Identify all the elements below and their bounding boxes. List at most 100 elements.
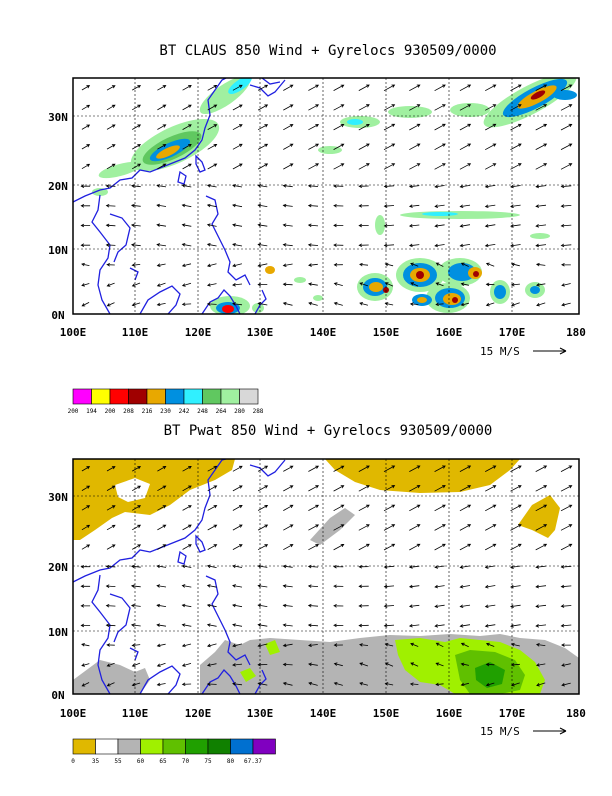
wind-arrow	[81, 544, 91, 550]
wind-arrow	[81, 485, 91, 491]
wind-arrow	[384, 682, 394, 686]
wind-arrow	[257, 243, 268, 247]
wind-arrow	[232, 243, 243, 247]
wind-arrow	[435, 302, 444, 307]
wind-arrow	[333, 263, 343, 267]
wind-arrow	[206, 283, 217, 287]
wind-arrow	[81, 643, 90, 647]
wind-arrow	[408, 184, 420, 189]
wind-arrow	[510, 604, 521, 608]
wind-arrow	[282, 203, 293, 208]
colorbar-label: 80	[227, 758, 235, 765]
wind-arrow	[333, 282, 343, 286]
wind-arrow	[282, 681, 293, 686]
wind-arrow	[408, 243, 420, 248]
wind-arrow	[257, 544, 269, 551]
wind-arrow	[510, 262, 520, 267]
wind-arrow	[81, 124, 91, 130]
lat-label-30n: 30N	[48, 491, 68, 504]
wind-arrow	[106, 302, 115, 307]
wind-arrow	[333, 203, 344, 208]
wind-arrow	[510, 485, 522, 492]
wind-arrow	[283, 104, 294, 111]
wind-arrow	[358, 524, 370, 531]
wind-arrow	[560, 504, 573, 512]
wind-arrow	[181, 603, 192, 608]
wind-arrow	[560, 485, 573, 492]
wind-arrow	[560, 465, 573, 472]
wind-arrow	[561, 682, 571, 687]
wind-arrow	[157, 485, 167, 492]
lon-label: 110E	[122, 707, 149, 720]
wind-arrow	[410, 642, 419, 647]
wind-arrow	[358, 163, 370, 170]
wind-arrow	[384, 282, 394, 287]
wind-arrow	[106, 466, 116, 472]
wind-arrow	[207, 104, 218, 111]
coastline	[73, 78, 286, 314]
wind-arrow	[80, 604, 91, 608]
wind-arrow	[257, 584, 268, 588]
wind-arrow	[535, 184, 547, 189]
panel-claus-title: BT CLAUS 850 Wind + Gyrelocs 930509/0000	[159, 43, 496, 59]
wind-arrow	[460, 282, 469, 287]
wind-arrow	[282, 301, 293, 306]
plot-frame	[72, 458, 580, 695]
wind-arrow	[308, 282, 318, 286]
wind-arrow	[510, 565, 521, 569]
wind-arrow	[535, 223, 547, 228]
wind-vectors	[80, 84, 573, 307]
wind-arrow	[81, 663, 90, 667]
wind-arrow	[105, 623, 116, 628]
wind-arrow	[333, 604, 344, 608]
wind-arrow	[283, 485, 294, 492]
lat-label-20n: 20N	[48, 180, 68, 193]
wind-arrow	[459, 204, 471, 208]
wind-arrow	[282, 643, 293, 648]
convective-cluster-equatorial	[357, 258, 545, 313]
wind-arrow	[156, 203, 167, 208]
wind-arrow	[333, 564, 344, 569]
wind-arrow	[333, 623, 344, 628]
wind-arrow	[434, 565, 445, 569]
wind-arrow	[434, 204, 445, 208]
wind-arrow	[409, 682, 419, 686]
wind-arrow	[510, 624, 521, 628]
wind-arrow	[409, 104, 421, 111]
lon-label: 150E	[373, 326, 400, 339]
wind-arrow	[535, 243, 547, 248]
wind-arrow	[282, 282, 293, 287]
wind-arrow	[510, 584, 521, 589]
wind-arrow	[535, 485, 548, 492]
wind-arrow	[434, 604, 445, 608]
wind-arrow	[156, 282, 166, 287]
wind-arrow	[358, 504, 370, 512]
cloud-borneo-sulawesi	[210, 296, 264, 314]
cloud-band-itcz	[265, 211, 550, 301]
wind-arrow	[408, 204, 420, 208]
wind-arrow	[130, 243, 141, 247]
pwat-moist-regions	[240, 638, 545, 694]
wind-arrow	[484, 624, 496, 628]
wind-arrow	[308, 84, 320, 91]
gridlines	[73, 78, 579, 314]
wind-arrow	[434, 143, 446, 151]
wind-arrow	[358, 465, 370, 472]
wind-arrow	[132, 524, 142, 531]
lat-label-0n: 0N	[51, 689, 64, 702]
wind-arrow	[383, 123, 396, 131]
wind-arrow	[459, 163, 472, 170]
wind-arrow	[561, 302, 571, 307]
wind-arrow	[434, 104, 446, 111]
wind-arrow	[232, 544, 243, 550]
colorbar-swatch	[183, 388, 203, 405]
wind-arrow	[409, 163, 421, 170]
wind-arrow	[560, 223, 572, 228]
wind-arrow	[206, 243, 217, 247]
wind-arrow	[535, 524, 548, 531]
wind-arrow	[535, 604, 547, 608]
wind-arrow	[257, 124, 269, 131]
wind-arrow	[434, 184, 445, 189]
wind-arrow	[459, 143, 472, 151]
